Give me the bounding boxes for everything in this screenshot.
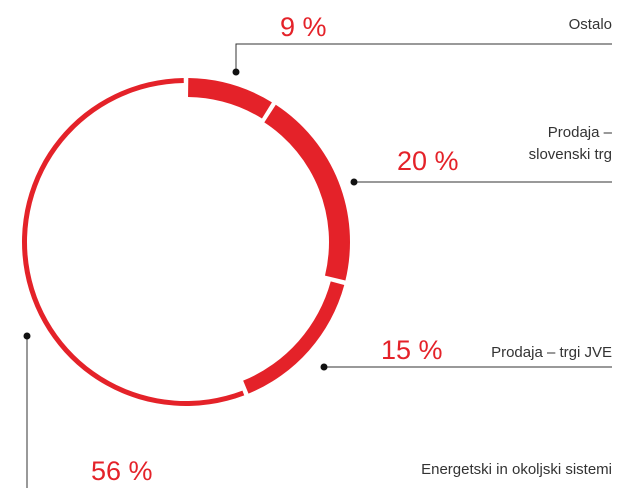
leader-dot bbox=[320, 363, 328, 371]
value-label: 20 % bbox=[397, 146, 459, 176]
pie-slice bbox=[188, 78, 272, 119]
pie-slice bbox=[264, 104, 350, 281]
category-label: Prodaja – trgi JVE bbox=[491, 344, 612, 361]
category-label: Energetski in okoljski sistemi bbox=[421, 461, 612, 478]
leader-line bbox=[235, 43, 612, 72]
leader-dot bbox=[23, 332, 31, 340]
pie-slice bbox=[243, 281, 345, 394]
value-label: 56 % bbox=[91, 456, 153, 486]
value-label: 9 % bbox=[280, 12, 327, 42]
category-label: Prodaja – slovenski trg bbox=[528, 124, 612, 163]
pie-slice bbox=[21, 78, 245, 406]
category-label: Ostalo bbox=[568, 16, 612, 33]
value-label: 15 % bbox=[381, 335, 443, 365]
leader-dot bbox=[350, 178, 358, 186]
leader-dot bbox=[232, 68, 240, 76]
